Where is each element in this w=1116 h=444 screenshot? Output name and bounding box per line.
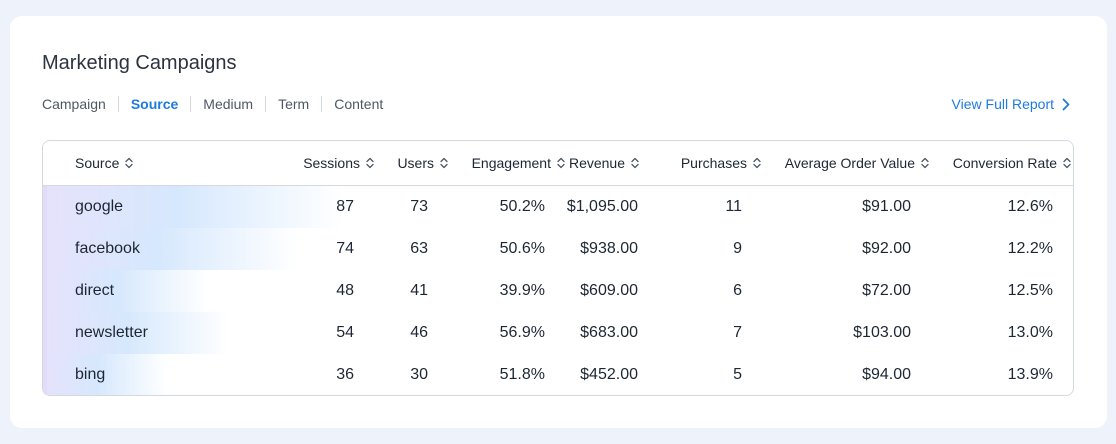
- cell-source: google: [75, 198, 124, 215]
- sort-icon: [921, 157, 929, 169]
- cell-users: 63: [410, 240, 428, 257]
- cell-purchases: 7: [733, 324, 742, 341]
- column-header-revenue[interactable]: Revenue: [569, 141, 639, 185]
- row-accent-bar: [43, 312, 47, 354]
- cell-sessions: 54: [336, 324, 354, 341]
- column-header-label: Source: [75, 155, 120, 171]
- tab-content[interactable]: Content: [321, 96, 395, 112]
- cell-conversion: 12.5%: [1007, 282, 1053, 299]
- row-accent-bar: [43, 186, 47, 228]
- column-header-source[interactable]: Source: [75, 141, 134, 185]
- table-row[interactable]: facebook 74 63 50.6% $938.00 9 $92.00 12.2%: [43, 228, 1073, 270]
- cell-users: 41: [410, 282, 428, 299]
- cell-source: facebook: [75, 240, 140, 257]
- cell-users: 73: [410, 198, 428, 215]
- column-header-conversion-rate[interactable]: Conversion Rate: [953, 141, 1071, 185]
- sessions-share-bar: [43, 186, 343, 228]
- cell-source: newsletter: [75, 324, 148, 341]
- cell-conversion: 12.2%: [1007, 240, 1053, 257]
- table-row[interactable]: bing 36 30 51.8% $452.00 5 $94.00 13.9%: [43, 354, 1073, 395]
- tab-medium[interactable]: Medium: [190, 96, 265, 112]
- chevron-right-icon: [1062, 98, 1070, 111]
- cell-aov: $103.00: [853, 324, 911, 341]
- sort-icon: [753, 157, 761, 169]
- cell-purchases: 5: [733, 366, 742, 383]
- sort-icon: [440, 157, 448, 169]
- tab-source[interactable]: Source: [117, 96, 190, 112]
- card-title: Marketing Campaigns: [42, 52, 237, 74]
- cell-engagement: 39.9%: [499, 282, 545, 299]
- cell-engagement: 50.2%: [499, 198, 545, 215]
- cell-source: direct: [75, 282, 115, 299]
- cell-purchases: 9: [733, 240, 742, 257]
- sort-icon: [366, 157, 374, 169]
- row-accent-bar: [43, 270, 47, 312]
- table-header: Source Sessions Users Engagement Revenue Purc…: [43, 141, 1073, 186]
- cell-aov: $91.00: [862, 198, 911, 215]
- tab-term[interactable]: Term: [265, 96, 321, 112]
- table-row[interactable]: google 87 73 50.2% $1,095.00 11 $91.00 12.6%: [43, 186, 1073, 228]
- sort-icon: [1063, 157, 1071, 169]
- row-accent-bar: [43, 354, 47, 395]
- table-body: google 87 73 50.2% $1,095.00 11 $91.00 12.6% fac…: [43, 186, 1073, 395]
- sessions-share-bar: [43, 354, 166, 395]
- cell-engagement: 56.9%: [499, 324, 545, 341]
- cell-aov: $92.00: [862, 240, 911, 257]
- sessions-share-bar: [43, 228, 298, 270]
- column-header-label: Users: [397, 155, 434, 171]
- view-full-report-link[interactable]: View Full Report: [952, 96, 1070, 112]
- column-header-engagement[interactable]: Engagement: [472, 141, 565, 185]
- cell-revenue: $609.00: [580, 282, 638, 299]
- column-header-average-order-value[interactable]: Average Order Value: [785, 141, 929, 185]
- cell-sessions: 74: [336, 240, 354, 257]
- cell-revenue: $452.00: [580, 366, 638, 383]
- sort-icon: [125, 157, 134, 169]
- sessions-share-bar: [43, 270, 208, 312]
- cell-sessions: 87: [336, 198, 354, 215]
- table-row[interactable]: newsletter 54 46 56.9% $683.00 7 $103.00 13.0%: [43, 312, 1073, 354]
- cell-revenue: $683.00: [580, 324, 638, 341]
- column-header-purchases[interactable]: Purchases: [681, 141, 761, 185]
- cell-aov: $72.00: [862, 282, 911, 299]
- view-full-report-label: View Full Report: [951, 96, 1054, 112]
- sort-icon: [557, 157, 565, 169]
- sort-icon: [631, 157, 639, 169]
- cell-conversion: 12.6%: [1007, 198, 1053, 215]
- cell-source: bing: [75, 366, 106, 383]
- tab-campaign[interactable]: Campaign: [42, 96, 106, 112]
- row-accent-bar: [43, 228, 47, 270]
- column-header-label: Average Order Value: [784, 155, 915, 171]
- cell-conversion: 13.0%: [1007, 324, 1053, 341]
- cell-aov: $94.00: [862, 366, 911, 383]
- campaigns-table: Source Sessions Users Engagement Revenue Purc…: [42, 140, 1074, 396]
- cell-purchases: 6: [733, 282, 742, 299]
- cell-users: 46: [410, 324, 428, 341]
- cell-revenue: $938.00: [580, 240, 638, 257]
- cell-engagement: 50.6%: [499, 240, 545, 257]
- dimension-tabs: Campaign Source Medium Term Content: [42, 96, 395, 112]
- cell-revenue: $1,095.00: [566, 198, 638, 215]
- column-header-label: Conversion Rate: [952, 155, 1057, 171]
- column-header-users[interactable]: Users: [397, 141, 448, 185]
- column-header-label: Sessions: [303, 155, 360, 171]
- cell-users: 30: [410, 366, 428, 383]
- marketing-campaigns-card: Marketing Campaigns Campaign Source Medium…: [10, 16, 1107, 428]
- table-row[interactable]: direct 48 41 39.9% $609.00 6 $72.00 12.5%: [43, 270, 1073, 312]
- cell-sessions: 48: [336, 282, 354, 299]
- sessions-share-bar: [43, 312, 229, 354]
- column-header-label: Engagement: [471, 155, 551, 171]
- cell-conversion: 13.9%: [1007, 366, 1053, 383]
- column-header-label: Revenue: [568, 155, 625, 171]
- cell-sessions: 36: [336, 366, 354, 383]
- cell-purchases: 11: [725, 198, 742, 215]
- column-header-sessions[interactable]: Sessions: [303, 141, 374, 185]
- column-header-label: Purchases: [680, 155, 747, 171]
- cell-engagement: 51.8%: [499, 366, 545, 383]
